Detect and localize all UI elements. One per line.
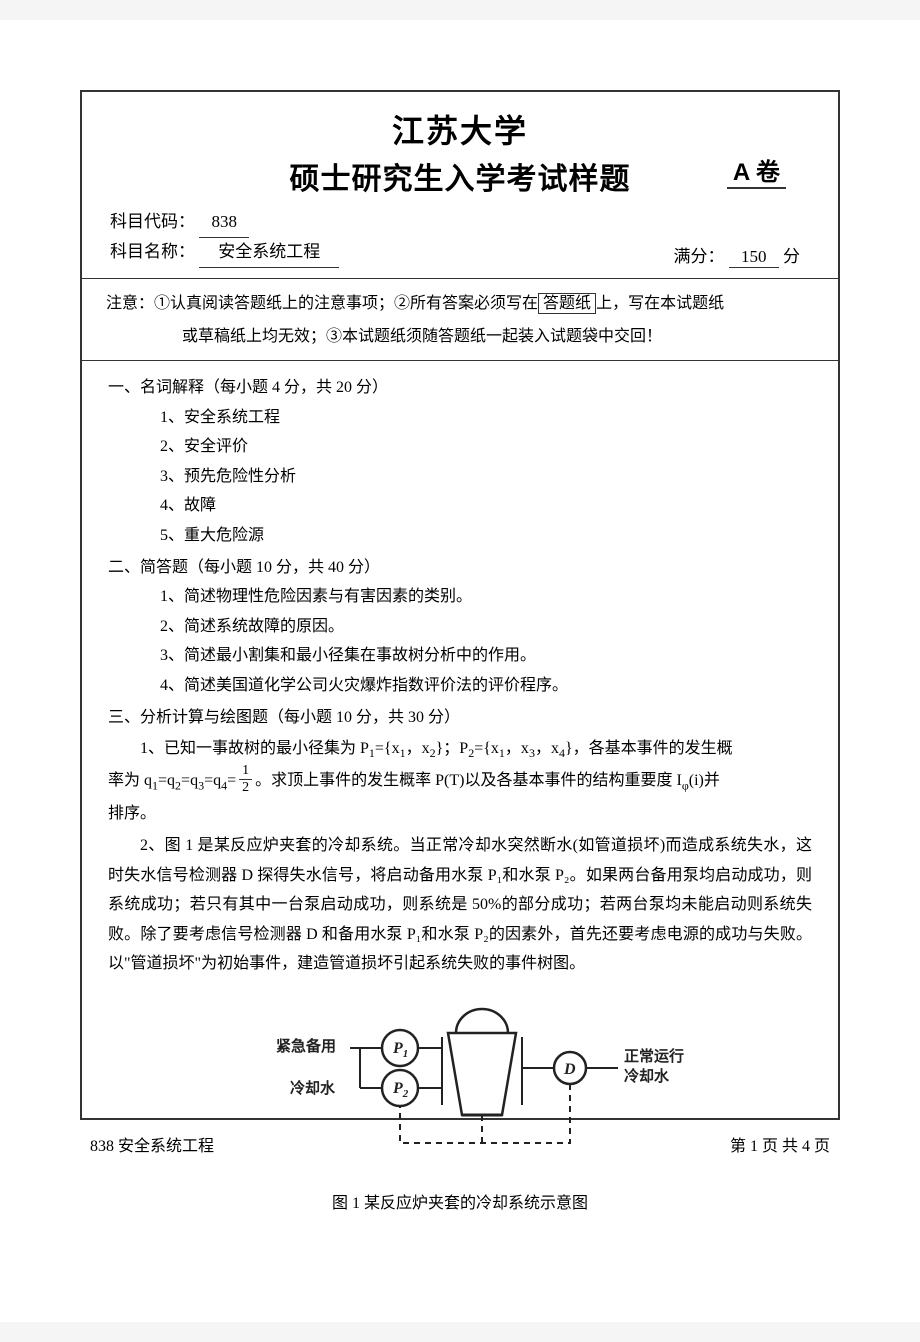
list-item: 2、简述系统故障的原因。	[108, 612, 812, 642]
notice-line2a: 或草稿纸上均无效；	[182, 328, 326, 345]
section-1-head: 一、名词解释（每小题 4 分，共 20 分）	[108, 373, 812, 403]
list-item: 1、安全系统工程	[108, 403, 812, 433]
text: ，x	[505, 740, 529, 757]
notice-c2a: ②所有答案必须写在	[394, 295, 538, 312]
list-item: 5、重大危险源	[108, 521, 812, 551]
list-item: 3、简述最小割集和最小径集在事故树分析中的作用。	[108, 641, 812, 671]
list-item: 2、安全评价	[108, 432, 812, 462]
text: (i)并	[689, 773, 720, 790]
subject-code-row: 科目代码： 838	[110, 208, 339, 238]
paper-type-badge: A 卷	[727, 152, 786, 189]
label-normal2: 冷却水	[624, 1067, 670, 1085]
list-item: 1、简述物理性危险因素与有害因素的类别。	[108, 582, 812, 612]
q1-line1: 1、已知一事故树的最小径集为 P1={x1，x2}；P2={x1，x3，x4}，…	[108, 734, 812, 764]
content-frame: 江苏大学 硕士研究生入学考试样题 A 卷 科目代码： 838 科目名称： 安全系…	[80, 90, 840, 1120]
cooling-system-diagram: P1 P2 D 紧急备用 冷却水 正常运行 冷却水	[220, 993, 700, 1183]
text: ，x	[535, 740, 559, 757]
header: 江苏大学 硕士研究生入学考试样题 A 卷	[104, 106, 816, 198]
q1-line2: 率为 q1=q2=q3=q4=12。求顶上事件的发生概率 P(T)以及各基本事件…	[108, 766, 812, 797]
list-item: 4、简述美国道化学公司火灾爆炸指数评价法的评价程序。	[108, 671, 812, 701]
list-item: 3、预先危险性分析	[108, 462, 812, 492]
page: 江苏大学 硕士研究生入学考试样题 A 卷 科目代码： 838 科目名称： 安全系…	[0, 20, 920, 1322]
q1-line3: 排序。	[108, 799, 812, 829]
notice-c3: ③本试题纸须随答题纸一起装入试题袋中交回！	[326, 328, 662, 345]
text: ={x	[474, 740, 499, 757]
exam-title: 硕士研究生入学考试样题	[104, 154, 816, 198]
list-item: 4、故障	[108, 491, 812, 521]
section-3-head: 三、分析计算与绘图题（每小题 10 分，共 30 分）	[108, 703, 812, 733]
footer-right: 第 1 页 共 4 页	[730, 1132, 830, 1156]
code-label: 科目代码：	[110, 212, 195, 231]
text: 。求顶上事件的发生概率 P(T)以及各基本事件的结构重要度 I	[255, 773, 682, 790]
notice-line2: 或草稿纸上均无效；③本试题纸须随答题纸一起装入试题袋中交回！	[106, 320, 814, 354]
name-value: 安全系统工程	[199, 238, 339, 268]
section-2-head: 二、简答题（每小题 10 分，共 40 分）	[108, 553, 812, 583]
d-label: D	[563, 1061, 576, 1078]
notice-line1: 注意：①认真阅读答题纸上的注意事项；②所有答案必须写在答题纸上，写在本试题纸	[106, 287, 814, 321]
text: 1、已知一事故树的最小径集为 P	[140, 740, 369, 757]
fraction: 12	[239, 764, 252, 795]
footer-left: 838 安全系统工程	[90, 1132, 214, 1156]
meta-left: 科目代码： 838 科目名称： 安全系统工程	[110, 208, 339, 268]
label-cooling: 冷却水	[290, 1079, 336, 1097]
notice-block: 注意：①认真阅读答题纸上的注意事项；②所有答案必须写在答题纸上，写在本试题纸 或…	[104, 279, 816, 354]
notice-boxed: 答题纸	[538, 293, 596, 314]
name-label: 科目名称：	[110, 242, 195, 261]
university-name: 江苏大学	[104, 106, 816, 152]
text: ={x	[375, 740, 400, 757]
label-emergency: 紧急备用	[276, 1037, 336, 1055]
text: =q	[158, 773, 175, 790]
text: =q	[181, 773, 198, 790]
meta-row: 科目代码： 838 科目名称： 安全系统工程 满分： 150 分	[104, 208, 816, 268]
q2-para: 2、图 1 是某反应炉夹套的冷却系统。当正常冷却水突然断水(如管道损坏)而造成系…	[108, 831, 812, 979]
body: 一、名词解释（每小题 4 分，共 20 分） 1、安全系统工程 2、安全评价 3…	[104, 361, 816, 1221]
text: }，各基本事件的发生概	[565, 740, 733, 757]
score-label: 满分：	[674, 247, 725, 266]
notice-c1: ①认真阅读答题纸上的注意事项；	[154, 295, 394, 312]
text: =q	[204, 773, 221, 790]
text: }；P	[436, 740, 469, 757]
meta-right: 满分： 150 分	[674, 242, 811, 268]
notice-prefix: 注意：	[106, 295, 154, 312]
text: ，x	[406, 740, 430, 757]
code-value: 838	[199, 208, 249, 238]
label-normal1: 正常运行	[624, 1047, 684, 1065]
diagram-caption: 图 1 某反应炉夹套的冷却系统示意图	[108, 1189, 812, 1219]
score-value: 150	[729, 247, 779, 268]
subject-name-row: 科目名称： 安全系统工程	[110, 238, 339, 268]
notice-c2b: 上，写在本试题纸	[596, 295, 724, 312]
text: 率为 q	[108, 773, 152, 790]
score-unit: 分	[783, 247, 800, 266]
